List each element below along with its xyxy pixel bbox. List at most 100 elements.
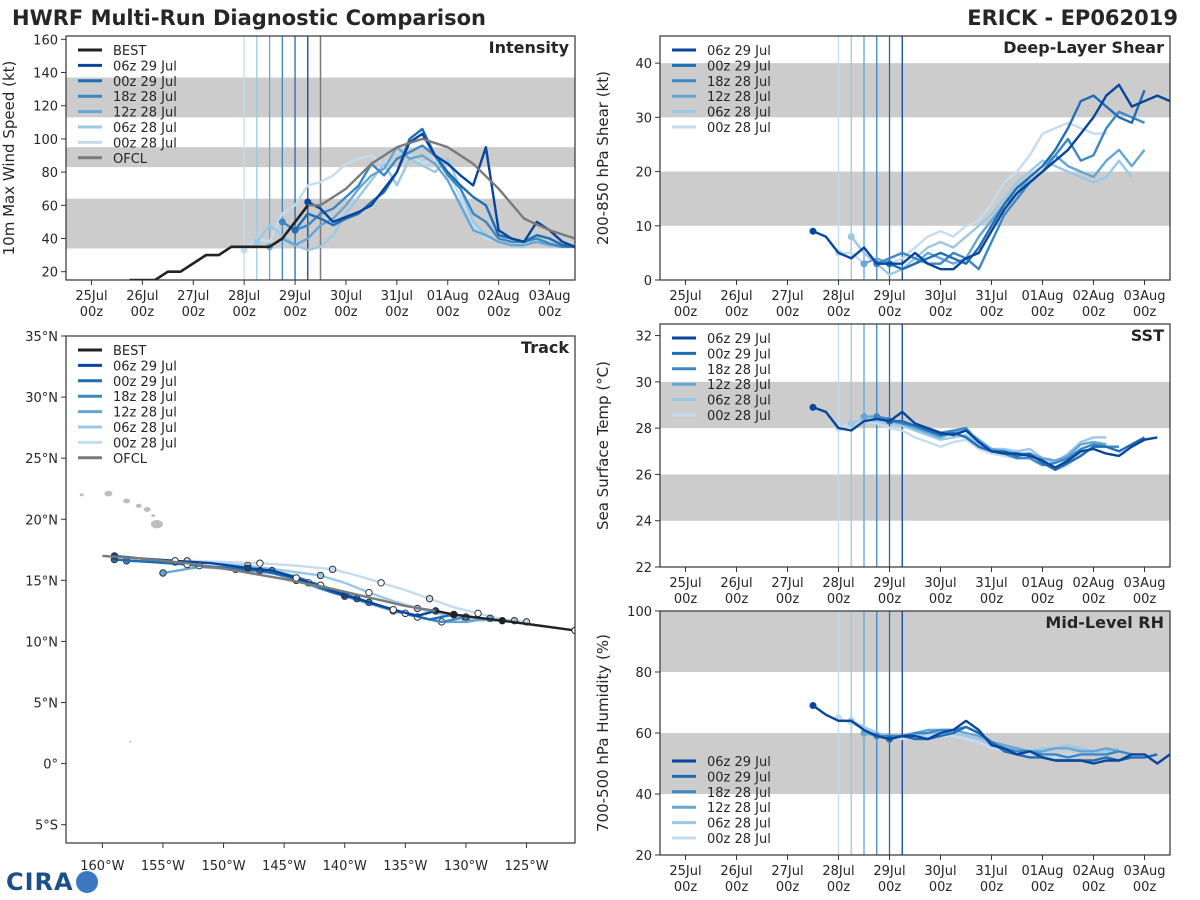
island-shape	[79, 493, 84, 497]
y-tick-label: 28	[635, 422, 652, 437]
track-point-00z-28-jul	[377, 579, 385, 587]
y-tick-label: 26	[635, 468, 652, 483]
panel-shear: 01020304025Jul00z26Jul00z27Jul00z28Jul00…	[594, 35, 1171, 320]
track-point-best	[450, 610, 458, 619]
legend-label-00z-28-jul: 00z 28 Jul	[707, 409, 771, 424]
x-tick-label: 31Jul	[975, 576, 1007, 591]
y-axis-label: Sea Surface Temp (°C)	[594, 361, 612, 530]
x-tick-label: 26Jul	[720, 864, 752, 879]
legend-label-18z-28-jul: 18z 28 Jul	[707, 363, 771, 378]
track-point-00z-28-jul	[425, 594, 434, 603]
y-tick-label: 120	[33, 100, 58, 115]
x-tick-sublabel: 00z	[980, 880, 1004, 895]
axes-frame	[65, 35, 576, 281]
legend-label-12z-28-jul: 12z 28 Jul	[707, 801, 771, 816]
island-shape	[135, 503, 142, 508]
x-tick-sublabel: 00z	[878, 880, 902, 895]
legend-label-12z-28-jul: 12z 28 Jul	[113, 406, 177, 421]
y-tick-label: 20	[635, 166, 652, 181]
x-tick-sublabel: 00z	[1082, 305, 1106, 320]
series-start-point-06z-29-jul	[809, 702, 817, 710]
x-tick-sublabel: 00z	[182, 305, 206, 320]
legend-label-06z-29-jul: 06z 29 Jul	[113, 359, 177, 374]
island-shape	[123, 498, 131, 504]
track-point-best	[498, 616, 506, 625]
panel-intensity: 2040608010012014016025Jul00z26Jul00z27Ju…	[0, 33, 576, 320]
series-line-best	[129, 204, 309, 280]
y-tick-label: 15°N	[25, 574, 58, 589]
plot-area	[809, 324, 1158, 567]
track-point-12z-28-jul	[159, 569, 167, 577]
y-tick-label: 80	[41, 166, 58, 181]
x-tick-sublabel: 00z	[1082, 592, 1106, 607]
series-start-point-12z-28-jul	[860, 413, 868, 421]
legend-label-06z-28-jul: 06z 28 Jul	[707, 106, 771, 121]
series-line-00z-29-jul	[889, 420, 1146, 471]
y-tick-label: 20	[635, 849, 652, 864]
series-line-ofcl	[307, 137, 575, 240]
x-tick-sublabel: 00z	[1082, 880, 1106, 895]
y-tick-label: 100	[627, 605, 652, 620]
x-tick-sublabel: 00z	[776, 592, 800, 607]
x-tick-label: 30Jul	[924, 289, 956, 304]
series-line-06z-29-jul	[812, 704, 1170, 765]
y-tick-label: 35°N	[25, 330, 58, 345]
cira-logo: CIRA	[6, 868, 98, 896]
x-tick-sublabel: 00z	[980, 305, 1004, 320]
x-tick-sublabel: 00z	[827, 592, 851, 607]
x-tick-label: 01Aug	[1022, 576, 1064, 591]
series-line-06z-29-jul	[307, 132, 575, 248]
panel-rh: 2040608010025Jul00z26Jul00z27Jul00z28Jul…	[594, 605, 1171, 895]
x-tick-label: 125°W	[504, 859, 548, 874]
legend-label-best: BEST	[113, 44, 146, 59]
x-tick-label: 25Jul	[669, 576, 701, 591]
legend-label-06z-29-jul: 06z 29 Jul	[113, 59, 177, 74]
x-tick-label: 03Aug	[529, 289, 571, 304]
legend-label-18z-28-jul: 18z 28 Jul	[707, 786, 771, 801]
track-point-06z-29-jul	[244, 564, 252, 572]
x-tick-sublabel: 00z	[436, 305, 460, 320]
x-tick-sublabel: 00z	[232, 305, 256, 320]
legend-label-06z-28-jul: 06z 28 Jul	[707, 394, 771, 409]
y-tick-label: 80	[635, 666, 652, 681]
series-start-point-12z-28-jul	[860, 260, 868, 268]
plot-area	[79, 490, 575, 743]
storm-id-title: ERICK - EP062019	[967, 6, 1178, 30]
x-tick-sublabel: 00z	[1133, 880, 1157, 895]
x-tick-label: 01Aug	[1022, 864, 1064, 879]
shaded-band	[660, 474, 1170, 521]
legend-label-00z-29-jul: 00z 29 Jul	[707, 59, 771, 74]
x-tick-label: 25Jul	[75, 289, 107, 304]
legend-label-12z-28-jul: 12z 28 Jul	[707, 90, 771, 105]
axes-frame	[659, 323, 1171, 568]
x-tick-sublabel: 00z	[878, 592, 902, 607]
x-tick-sublabel: 00z	[674, 880, 698, 895]
panel-title: Deep-Layer Shear	[1003, 38, 1164, 57]
series-start-point-06z-28-jul	[253, 238, 261, 246]
plot-area	[809, 611, 1170, 855]
y-axis-label: 200-850 hPa Shear (kt)	[594, 71, 612, 245]
x-tick-sublabel: 00z	[80, 305, 104, 320]
series-start-point-00z-28-jul	[240, 246, 248, 254]
legend-label-best: BEST	[113, 344, 146, 359]
x-tick-sublabel: 00z	[1133, 305, 1157, 320]
x-tick-label: 03Aug	[1124, 289, 1166, 304]
x-tick-sublabel: 00z	[929, 305, 953, 320]
series-start-point-18z-28-jul	[278, 218, 286, 226]
page-title: HWRF Multi-Run Diagnostic Comparison	[12, 6, 487, 30]
legend-label-12z-28-jul: 12z 28 Jul	[113, 106, 177, 121]
series-start-point-06z-29-jul	[809, 227, 817, 235]
x-tick-label: 30Jul	[924, 576, 956, 591]
legend-label-06z-29-jul: 06z 29 Jul	[707, 44, 771, 59]
y-tick-label: 10°N	[25, 635, 58, 650]
x-tick-sublabel: 00z	[776, 880, 800, 895]
panel-title: Intensity	[489, 38, 570, 57]
x-tick-label: 28Jul	[228, 289, 260, 304]
legend-label-06z-28-jul: 06z 28 Jul	[113, 121, 177, 136]
x-tick-label: 25Jul	[669, 864, 701, 879]
y-tick-label: 25°N	[25, 452, 58, 467]
x-tick-label: 140°W	[323, 859, 367, 874]
